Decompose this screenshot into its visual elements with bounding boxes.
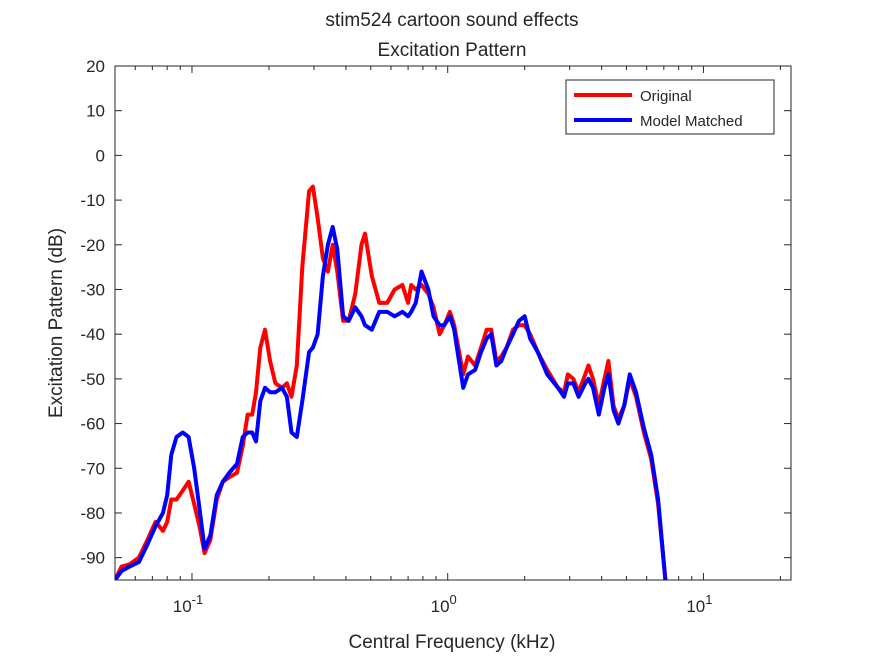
y-axis-label: Excitation Pattern (dB) (46, 228, 67, 418)
y-tick-label: 20 (86, 57, 105, 76)
legend-label: Model Matched (640, 113, 743, 130)
chart-subtitle: Excitation Pattern (378, 40, 527, 61)
y-tick-label: -10 (80, 191, 105, 210)
x-tick-label: 10-1 (173, 592, 203, 616)
y-tick-label: -60 (80, 415, 105, 434)
axes-box (114, 65, 792, 581)
y-tick-label: -80 (80, 504, 105, 523)
y-tick-label: -30 (80, 280, 105, 299)
legend-box (565, 79, 775, 135)
y-tick-label: -70 (80, 459, 105, 478)
x-axis-label: Central Frequency (kHz) (349, 632, 556, 653)
y-tick-label: 0 (96, 146, 105, 165)
y-tick-label: -40 (80, 325, 105, 344)
chart-title: stim524 cartoon sound effects (325, 10, 578, 31)
x-tick-label: 101 (686, 592, 712, 616)
series-line-model-matched (115, 224, 668, 580)
legend-label: Original (640, 88, 692, 105)
series-layer (115, 184, 668, 580)
legend: Original Model Matched (565, 79, 775, 135)
y-tick-label: -50 (80, 370, 105, 389)
y-tick-label: 10 (86, 102, 105, 121)
y-tick-label: -90 (80, 549, 105, 568)
x-tick-label: 100 (431, 592, 457, 616)
y-tick-label: -20 (80, 236, 105, 255)
